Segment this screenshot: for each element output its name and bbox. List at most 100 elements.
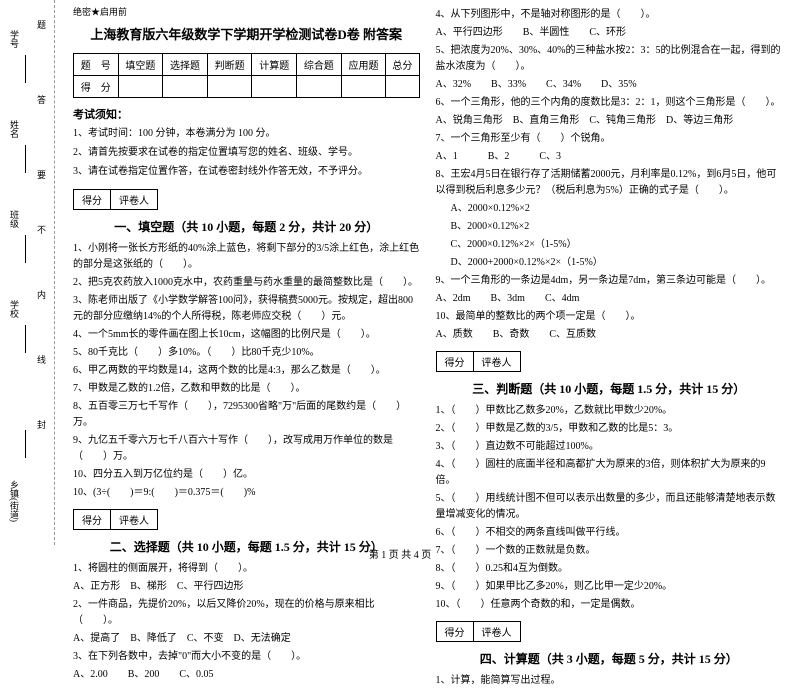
th: 计算题 [252,54,297,76]
question: 3、（ ）直边数不可能超过100%。 [436,439,783,455]
section-3-title: 三、判断题（共 10 小题，每题 1.5 分，共计 15 分） [436,380,783,397]
options: A、质数 B、奇数 C、互质数 [436,327,783,343]
question: 4、一个5mm长的零件画在图上长10cm，这幅图的比例尺是（ ）。 [73,327,420,343]
question: 3、在下列各数中，去掉"0"而大小不变的是（ ）。 [73,649,420,665]
question: 2、（ ）甲数是乙数的3/5，甲数和乙数的比是5：3。 [436,421,783,437]
line [25,325,26,353]
grader-label: 评卷人 [474,622,520,641]
page-footer: 第 1 页 共 4 页 [0,546,800,561]
label-school: 学校 [8,300,21,318]
question: 5、（ ）用线统计图不但可以表示出数量的多少，而且还能够清楚地表示数量增减变化的… [436,491,783,523]
label-class: 班级 [8,210,21,228]
td [252,76,297,98]
question: 2、一件商品，先提价20%，以后又降价20%，现在的价格与原来相比（ ）。 [73,597,420,629]
grader-box: 得分 评卷人 [436,621,521,642]
question: 1、（ ）甲数比乙数多20%，乙数就比甲数少20%。 [436,403,783,419]
th: 应用题 [341,54,386,76]
question: 5、80千克比（ ）多10%。（ ）比80千克少10%。 [73,345,420,361]
options: B、2000×0.12%×2 [436,219,783,235]
question: 4、从下列图形中，不是轴对称图形的是（ ）。 [436,7,783,23]
options: A、提高了 B、降低了 C、不变 D、无法确定 [73,631,420,647]
question: 10、(3÷( )＝9:( )＝0.375＝( )% [73,485,420,501]
th: 判断题 [207,54,252,76]
section-1-title: 一、填空题（共 10 小题，每题 2 分，共计 20 分） [73,218,420,235]
notice-item: 3、请在试卷指定位置作答，在试卷密封线外作答无效，不予评分。 [73,164,420,179]
options: A、2000×0.12%×2 [436,201,783,217]
binding-margin: 学号 姓名 班级 学校 乡镇(街道) 题 答 要 不 内 线 封 [0,0,55,545]
grader-label: 评卷人 [111,510,157,529]
options: A、1 B、2 C、3 [436,149,783,165]
score-label: 得分 [437,622,474,641]
question: 8、（ ）0.25和4互为倒数。 [436,561,783,577]
question: 10、四分五入到万亿位约是（ ）亿。 [73,467,420,483]
question: 8、五百零三万七千写作（ ），7295300省略"万"后面的尾数约是（ ）万。 [73,399,420,431]
score-label: 得分 [74,510,111,529]
question: 6、一个三角形，他的三个内角的度数比是3：2：1，则这个三角形是（ ）。 [436,95,783,111]
grader-label: 评卷人 [111,190,157,209]
table-row: 得 分 [74,76,420,98]
question: 7、一个三角形至少有（ ）个锐角。 [436,131,783,147]
line [25,430,26,458]
grader-box: 得分 评卷人 [73,509,158,530]
question: 6、甲乙两数的平均数是14，这两个数的比是4:3，那么乙数是（ ）。 [73,363,420,379]
th: 综合题 [297,54,342,76]
question: 5、把浓度为20%、30%、40%的三种盐水按2：3：5的比例混合在一起，得到的… [436,43,783,75]
td [207,76,252,98]
question: 8、王宏4月5日在银行存了活期储蓄2000元，月利率是0.12%，到6月5日，他… [436,167,783,199]
options: A、2dm B、3dm C、4dm [436,291,783,307]
score-table: 题 号 填空题 选择题 判断题 计算题 综合题 应用题 总分 得 分 [73,53,420,98]
grader-box: 得分 评卷人 [436,351,521,372]
seal-text: 内 [35,290,48,299]
left-column: 绝密★启用前 上海教育版六年级数学下学期开学检测试卷D卷 附答案 题 号 填空题… [65,5,428,540]
th: 题 号 [74,54,119,76]
notice-item: 1、考试时间：100 分钟，本卷满分为 100 分。 [73,126,420,141]
question: 1、小刚将一张长方形纸的40%涂上蓝色，将剩下部分的3/5涂上红色，涂上红色的部… [73,241,420,273]
options: A、平行四边形 B、半圆性 C、环形 [436,25,783,41]
right-column: 4、从下列图形中，不是轴对称图形的是（ ）。 A、平行四边形 B、半圆性 C、环… [428,5,791,540]
td [386,76,419,98]
options: A、正方形 B、梯形 C、平行四边形 [73,579,420,595]
question: 2、把5克农药放入1000克水中，农药重量与药水重量的最简整数比是（ ）。 [73,275,420,291]
label-name: 姓名 [8,120,21,138]
question: 9、一个三角形的一条边是4dm，另一条边是7dm，第三条边可能是（ ）。 [436,273,783,289]
secret-label: 绝密★启用前 [73,5,420,18]
td [163,76,208,98]
score-label: 得分 [437,352,474,371]
line [25,55,26,83]
seal-text: 不 [35,225,48,234]
seal-text: 封 [35,420,48,429]
label-town: 乡镇(街道) [8,480,21,522]
table-row: 题 号 填空题 选择题 判断题 计算题 综合题 应用题 总分 [74,54,420,76]
question: 6、（ ）不相交的两条直线叫做平行线。 [436,525,783,541]
td [118,76,163,98]
question: 7、甲数是乙数的1.2倍，乙数和甲数的比是（ ）。 [73,381,420,397]
options: D、2000+2000×0.12%×2×（1-5%） [436,255,783,271]
seal-text: 线 [35,355,48,364]
content-area: 绝密★启用前 上海教育版六年级数学下学期开学检测试卷D卷 附答案 题 号 填空题… [55,0,800,545]
options: A、锐角三角形 B、直角三角形 C、钝角三角形 D、等边三角形 [436,113,783,129]
question: 1、将圆柱的侧面展开，将得到（ ）。 [73,561,420,577]
label-id: 学号 [8,30,21,48]
options: C、2000×0.12%×2×（1-5%） [436,237,783,253]
grader-box: 得分 评卷人 [73,189,158,210]
seal-text: 答 [35,95,48,104]
score-label: 得分 [74,190,111,209]
seal-text: 要 [35,170,48,179]
question: 9、九亿五千零六万七千八百六十写作（ ），改写成用万作单位的数是（ ）万。 [73,433,420,465]
question: 10、最简单的整数比的两个项一定是（ ）。 [436,309,783,325]
td [297,76,342,98]
options: A、2.00 B、200 C、0.05 [73,667,420,683]
question: 3、陈老师出版了《小学数学解答100问》，获得稿费5000元。按规定，超出800… [73,293,420,325]
seal-text: 题 [35,20,48,29]
question: 1、计算，能简算写出过程。 [436,673,783,689]
td [341,76,386,98]
th: 填空题 [118,54,163,76]
question: 10、（ ）任意两个奇数的和，一定是偶数。 [436,597,783,613]
question: 9、（ ）如果甲比乙多20%，则乙比甲一定少20%。 [436,579,783,595]
grader-label: 评卷人 [474,352,520,371]
question: 4、（ ）圆柱的底面半径和高都扩大为原来的3倍，则体积扩大为原来的9倍。 [436,457,783,489]
notice-title: 考试须知： [73,106,420,122]
td: 得 分 [74,76,119,98]
line [25,235,26,263]
th: 总分 [386,54,419,76]
